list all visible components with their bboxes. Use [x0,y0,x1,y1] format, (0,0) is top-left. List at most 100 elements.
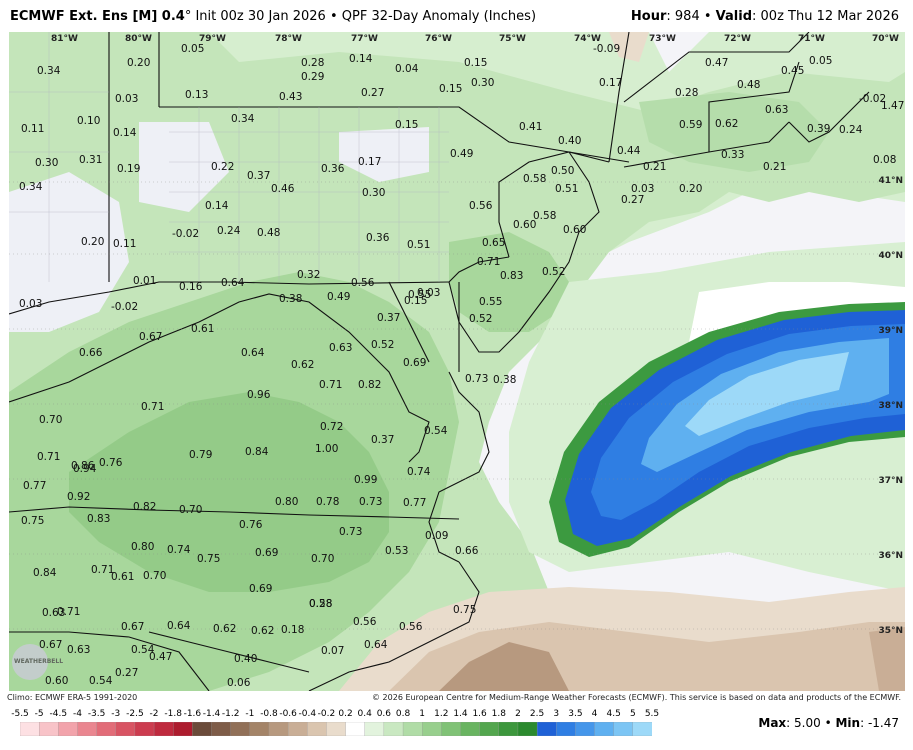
anomaly-value: 0.77 [23,480,46,492]
legend-label: -1.2 [221,709,240,719]
anomaly-value: 0.55 [408,289,431,301]
anomaly-value: 0.83 [87,513,110,525]
anomaly-value: 0.24 [217,225,241,237]
legend-label: 2 [515,709,521,719]
legend-swatch [613,722,634,736]
anomaly-value: 0.48 [257,227,280,239]
legend-swatch [268,722,289,736]
anomaly-value: 0.38 [493,374,516,386]
anomaly-value: 0.16 [179,281,203,293]
valid-separator: • [703,9,712,24]
anomaly-value: 0.55 [479,296,502,308]
legend-label: 4.5 [606,709,621,719]
anomaly-value: 0.67 [121,621,144,633]
anomaly-value: 0.83 [500,270,523,282]
lat-tick: 38°N [878,401,903,411]
lon-tick: 75°W [499,34,526,44]
anomaly-value: 0.64 [241,347,265,359]
anomaly-value: 0.05 [809,55,832,67]
county-lines [9,32,449,282]
anomaly-value: 0.40 [558,135,581,147]
anomaly-value: 0.20 [679,183,702,195]
legend-label: -3 [111,709,121,719]
anomaly-value: 0.75 [453,604,476,616]
latitude-ticks: 41°N 40°N 39°N 38°N 37°N 36°N 35°N [878,176,903,636]
lon-tick: 71°W [798,34,825,44]
anomaly-value: 0.94 [73,463,97,475]
anomaly-value: 0.76 [99,457,123,469]
anomaly-value: 0.74 [407,466,431,478]
anomaly-value: 0.67 [39,639,62,651]
map-title: ECMWF Ext. Ens [M] 0.4° Init 00z 30 Jan … [10,9,536,24]
anomaly-value: 0.27 [361,87,384,99]
legend-label: -0.8 [260,709,278,719]
legend-swatch [517,722,538,736]
anomaly-value: 0.27 [115,667,138,679]
color-legend [20,722,652,736]
legend-label: -1.8 [164,709,182,719]
lat-tick: 39°N [878,326,903,336]
borders [9,32,870,691]
anomaly-value: 0.82 [358,379,381,391]
legend-swatch [115,722,136,736]
anomaly-value: 0.20 [127,57,150,69]
legend-label: 1.4 [453,709,468,719]
anomaly-value: 0.37 [377,312,400,324]
anomaly-value: 0.38 [279,293,302,305]
anomaly-value: 0.60 [513,219,536,231]
negative-anomaly-north [609,32,649,62]
anomaly-value: 0.15 [395,119,418,131]
anomaly-value: 0.03 [417,287,440,299]
anomaly-value: 0.69 [249,583,272,595]
anomaly-value: 0.74 [167,544,191,556]
anomaly-value: 0.71 [319,379,342,391]
anomaly-value: 0.34 [231,113,255,125]
anomaly-value: 0.58 [309,598,332,610]
blue-band-core [685,352,849,436]
max-value: : 5.00 [786,716,821,730]
anomaly-value: 0.62 [291,359,314,371]
anomaly-value: 0.30 [362,187,385,199]
anomaly-value: 0.40 [234,653,257,665]
anomaly-value: 0.61 [191,323,214,335]
max-min-stats: Max: 5.00 • Min: -1.47 [758,716,899,730]
legend-swatch [498,722,519,736]
anomaly-value: 1.00 [315,443,338,455]
lon-tick: 78°W [275,34,302,44]
anomaly-value: 0.64 [167,620,191,632]
legend-label: 3.5 [568,709,583,719]
lon-tick: 79°W [199,34,226,44]
anomaly-value: 0.60 [45,675,68,687]
anomaly-value: 0.56 [351,277,375,289]
anomaly-value: 0.53 [385,545,408,557]
anomaly-value: 0.24 [839,124,863,136]
valid-value: : 00z Thu 12 Mar 2026 [752,9,899,24]
anomaly-values: 0.34 0.20 0.05 0.28 0.14 0.04 0.15 -0.09 0.47 0.4… [19,43,904,689]
anomaly-value: 0.50 [551,165,574,177]
legend-swatch [173,722,193,736]
init-time: Init 00z 30 Jan 2026 [195,9,326,24]
legend-swatch [38,722,59,736]
anomaly-value: 0.41 [519,121,542,133]
anomaly-value: 0.71 [477,256,500,268]
anomaly-value: 0.70 [143,570,166,582]
degree-symbol: ° [184,9,192,24]
anomaly-value: 0.47 [705,57,728,69]
anomaly-value: 0.36 [366,232,390,244]
anomaly-value: 0.69 [403,357,426,369]
legend-label: -1 [245,709,255,719]
anomaly-value: 0.84 [33,567,57,579]
anomaly-value: 0.56 [353,616,377,628]
anomaly-value: 0.20 [81,236,104,248]
legend-label: 3 [553,709,560,719]
anomaly-value: 0.56 [399,621,423,633]
anomaly-value: -0.09 [593,43,620,55]
anomaly-value: 0.49 [327,291,350,303]
lat-tick: 37°N [878,476,903,486]
anomaly-value: 0.19 [117,163,140,175]
anomaly-value: 0.54 [424,425,448,437]
hour-label: Hour [630,9,667,24]
legend-label: -1.6 [183,709,202,719]
anomaly-value: 0.71 [57,606,80,618]
legend-label: 1.2 [434,709,449,719]
